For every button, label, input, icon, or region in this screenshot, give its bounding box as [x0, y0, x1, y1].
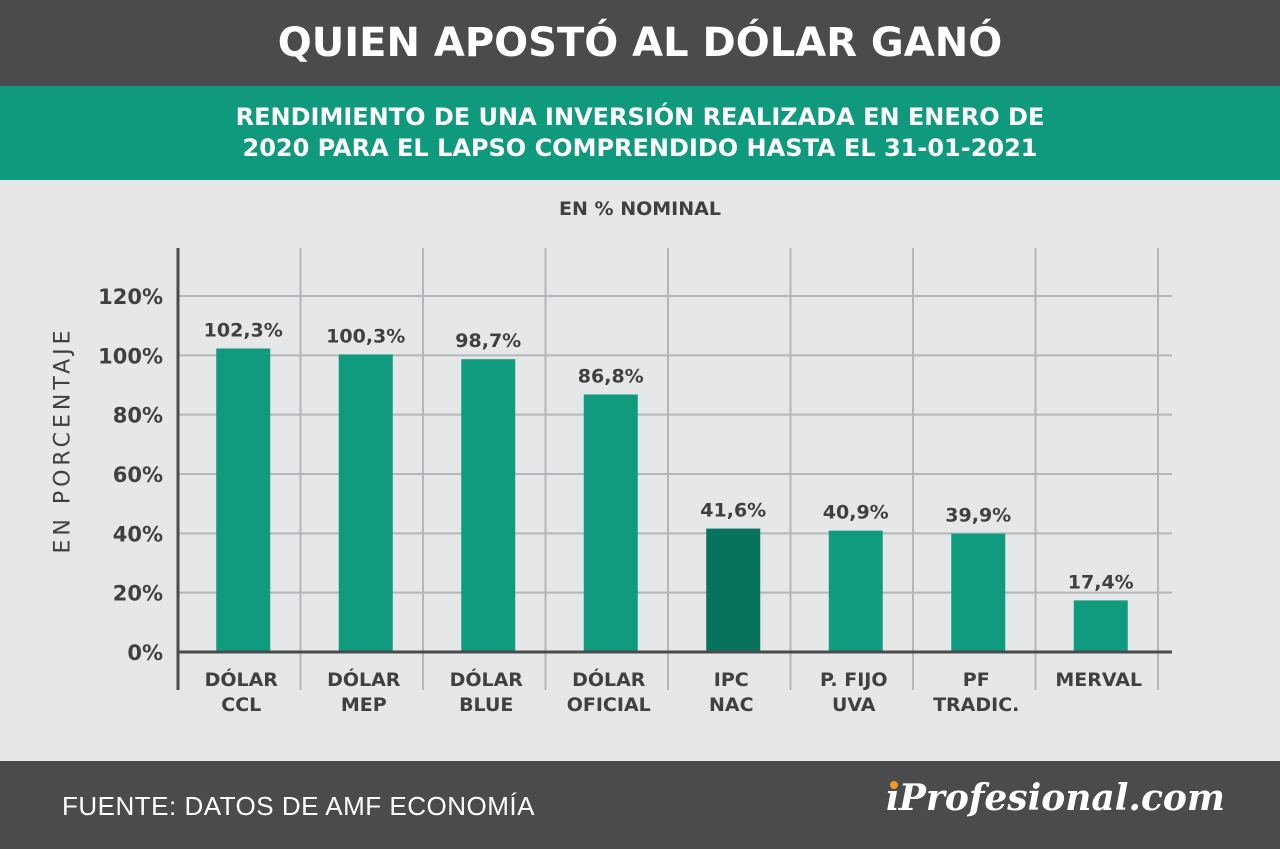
y-tick-label: 120% — [98, 285, 163, 309]
data-label: 40,9% — [823, 502, 889, 524]
x-tick-label: MEP — [341, 694, 387, 716]
x-tick-label: CCL — [221, 694, 261, 716]
x-tick-label: UVA — [832, 694, 876, 716]
subtitle-band: RENDIMIENTO DE UNA INVERSIÓN REALIZADA E… — [0, 86, 1280, 180]
x-tick-label: OFICIAL — [567, 694, 651, 716]
bar — [583, 394, 638, 651]
bar — [828, 530, 883, 651]
data-label: 39,9% — [945, 505, 1011, 527]
data-label: 17,4% — [1068, 571, 1134, 593]
bar — [1073, 600, 1128, 651]
data-label: 100,3% — [326, 325, 405, 347]
x-tick-label: IPC — [714, 669, 749, 691]
data-label: 41,6% — [700, 500, 766, 522]
data-label: 98,7% — [455, 330, 521, 352]
bar — [216, 348, 271, 651]
x-tick-label: MERVAL — [1055, 669, 1142, 691]
x-tick-label: DÓLAR — [572, 667, 646, 691]
x-tick-label: DÓLAR — [205, 667, 279, 691]
subtitle-line-1: RENDIMIENTO DE UNA INVERSIÓN REALIZADA E… — [235, 103, 1045, 131]
bar — [461, 359, 516, 651]
header-bar: QUIEN APOSTÓ AL DÓLAR GANÓ — [0, 0, 1280, 86]
y-tick-label: 20% — [113, 582, 163, 606]
bar-chart: 0% 20% 40% 60% 80% 100% 120% 102,3% DÓLAR CCL 100,… — [98, 248, 1172, 716]
data-label: 86,8% — [578, 365, 644, 387]
data-label: 102,3% — [204, 320, 283, 342]
x-tick-label: BLUE — [459, 694, 513, 716]
x-tick-label: TRADIC. — [933, 694, 1019, 716]
chart-title: EN % NOMINAL — [559, 198, 721, 220]
x-tick-label: DÓLAR — [327, 667, 401, 691]
x-tick-label: DÓLAR — [450, 667, 524, 691]
footer-bar: FUENTE: DATOS DE AMF ECONOMÍA ıProfesion… — [0, 761, 1280, 849]
y-tick-label: 40% — [113, 522, 163, 546]
bar — [338, 354, 393, 651]
y-tick-label: 60% — [113, 463, 163, 487]
bar — [951, 533, 1006, 651]
bar — [706, 528, 761, 651]
subtitle-line-2: 2020 PARA EL LAPSO COMPRENDIDO HASTA EL … — [242, 134, 1038, 162]
y-tick-label: 100% — [98, 344, 163, 368]
x-tick-label: PF — [963, 669, 990, 691]
source-text: FUENTE: DATOS DE AMF ECONOMÍA — [62, 791, 535, 821]
x-tick-label: NAC — [709, 694, 754, 716]
main-title: QUIEN APOSTÓ AL DÓLAR GANÓ — [277, 20, 1003, 66]
iprofesional-logo: ıProfesional.com — [885, 777, 1225, 819]
y-tick-label: 80% — [113, 404, 163, 428]
y-tick-label: 0% — [127, 641, 163, 665]
x-tick-label: P. FIJO — [820, 669, 888, 691]
